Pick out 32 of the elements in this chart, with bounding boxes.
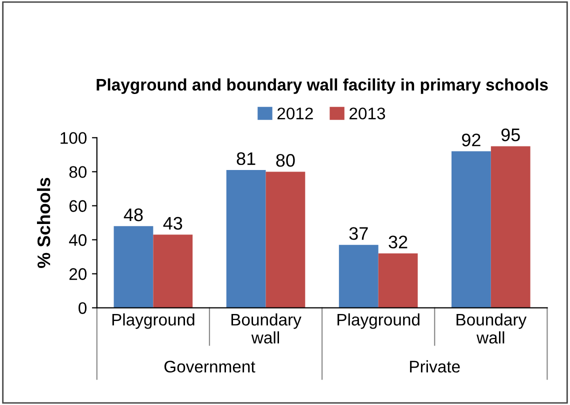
text: Government: [164, 360, 256, 373]
data-label: 37: [349, 227, 368, 240]
legend-label: 2012: [277, 108, 313, 120]
y-tick-label: 20: [69, 268, 87, 280]
bar: [226, 170, 266, 308]
bar: [338, 244, 378, 308]
data-label: 32: [388, 236, 408, 248]
bar: [490, 146, 530, 308]
data-label: 80: [276, 154, 295, 167]
text: Private: [410, 360, 460, 373]
y-tick-label: 60: [69, 200, 87, 212]
data-label: 95: [501, 128, 520, 142]
x-tick-label: Boundary wall: [231, 313, 302, 344]
x-tick-label: Boundary wall: [456, 313, 527, 344]
y-axis-title: % Schools: [36, 178, 50, 268]
bar: [266, 172, 306, 308]
data-label: 43: [163, 216, 182, 230]
y-tick-label: 0: [78, 302, 87, 314]
bar: [452, 151, 491, 308]
bar: [153, 234, 193, 308]
data-label: 92: [462, 134, 480, 146]
bar: [114, 226, 154, 308]
data-label: 81: [236, 152, 256, 166]
chart-title: Playground and boundary wall facility in primary schools: [96, 78, 548, 94]
y-tick-label: 40: [69, 234, 87, 246]
legend-label: 2013: [350, 108, 386, 120]
data-label: 48: [124, 208, 143, 222]
y-tick-label: 80: [69, 166, 87, 178]
x-tick-label: Playground: [338, 313, 420, 329]
y-tick-label: 100: [60, 132, 87, 144]
bar: [378, 253, 418, 308]
x-tick-label: Playground: [112, 313, 194, 329]
